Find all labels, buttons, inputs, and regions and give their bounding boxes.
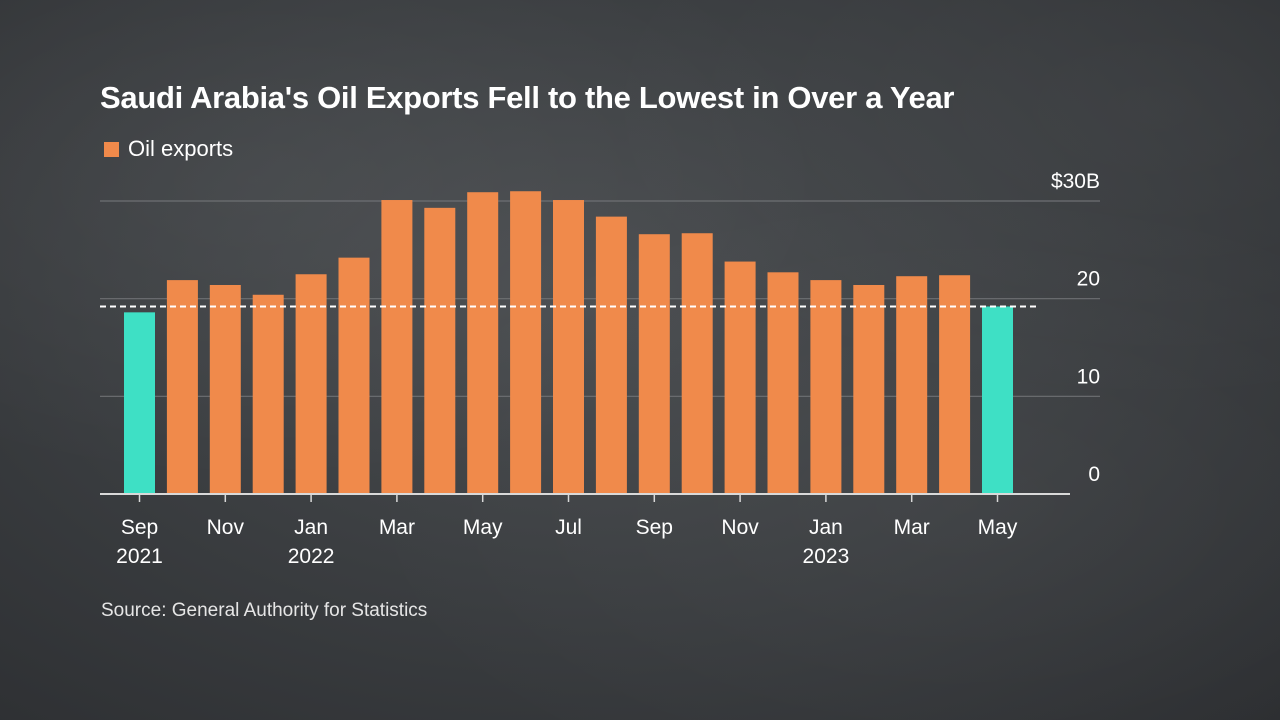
bar	[767, 272, 799, 494]
bar	[166, 280, 198, 494]
bar	[681, 233, 713, 495]
source-note: Source: General Authority for Statistics	[101, 600, 428, 621]
bar	[638, 234, 670, 494]
x-tick-label: May	[978, 516, 1018, 539]
bar	[896, 276, 928, 494]
x-tick-label: Nov	[721, 516, 759, 539]
bar	[810, 280, 842, 494]
x-tick-label: Nov	[207, 516, 245, 539]
x-tick-label: Jan	[294, 516, 328, 539]
y-tick-label: 20	[1077, 268, 1100, 291]
x-tick-label: Jul	[555, 516, 582, 539]
y-tick-label: $30B	[1051, 170, 1100, 193]
bar	[939, 275, 971, 494]
bar	[424, 207, 456, 494]
x-tick-year-label: 2021	[116, 545, 163, 568]
bar	[252, 294, 284, 494]
x-tick-label: Mar	[894, 516, 930, 539]
bar	[338, 257, 370, 494]
legend-swatch-oil-exports	[104, 141, 119, 157]
bar	[724, 261, 756, 494]
legend-label-oil-exports: Oil exports	[128, 136, 234, 161]
x-tick-year-label: 2023	[803, 545, 850, 568]
bar	[381, 200, 413, 495]
bar	[124, 312, 155, 494]
bar	[853, 284, 885, 494]
x-tick-label: Mar	[379, 516, 415, 539]
bar	[982, 306, 1013, 494]
y-tick-label: 10	[1077, 365, 1100, 388]
x-tick-label: Sep	[636, 516, 673, 539]
bar	[295, 274, 327, 494]
bar	[510, 191, 542, 494]
x-tick-label: May	[463, 516, 503, 539]
x-tick-year-label: 2022	[288, 545, 335, 568]
bar	[553, 200, 584, 495]
x-tick-label: Jan	[809, 516, 843, 539]
chart-title: Saudi Arabia's Oil Exports Fell to the L…	[100, 80, 955, 115]
bar	[467, 192, 499, 494]
chart-legend: Oil exports	[104, 136, 233, 162]
bar	[595, 216, 627, 495]
x-tick-label: Sep	[121, 516, 158, 539]
bar	[209, 284, 241, 494]
y-tick-label: 0	[1088, 463, 1100, 486]
